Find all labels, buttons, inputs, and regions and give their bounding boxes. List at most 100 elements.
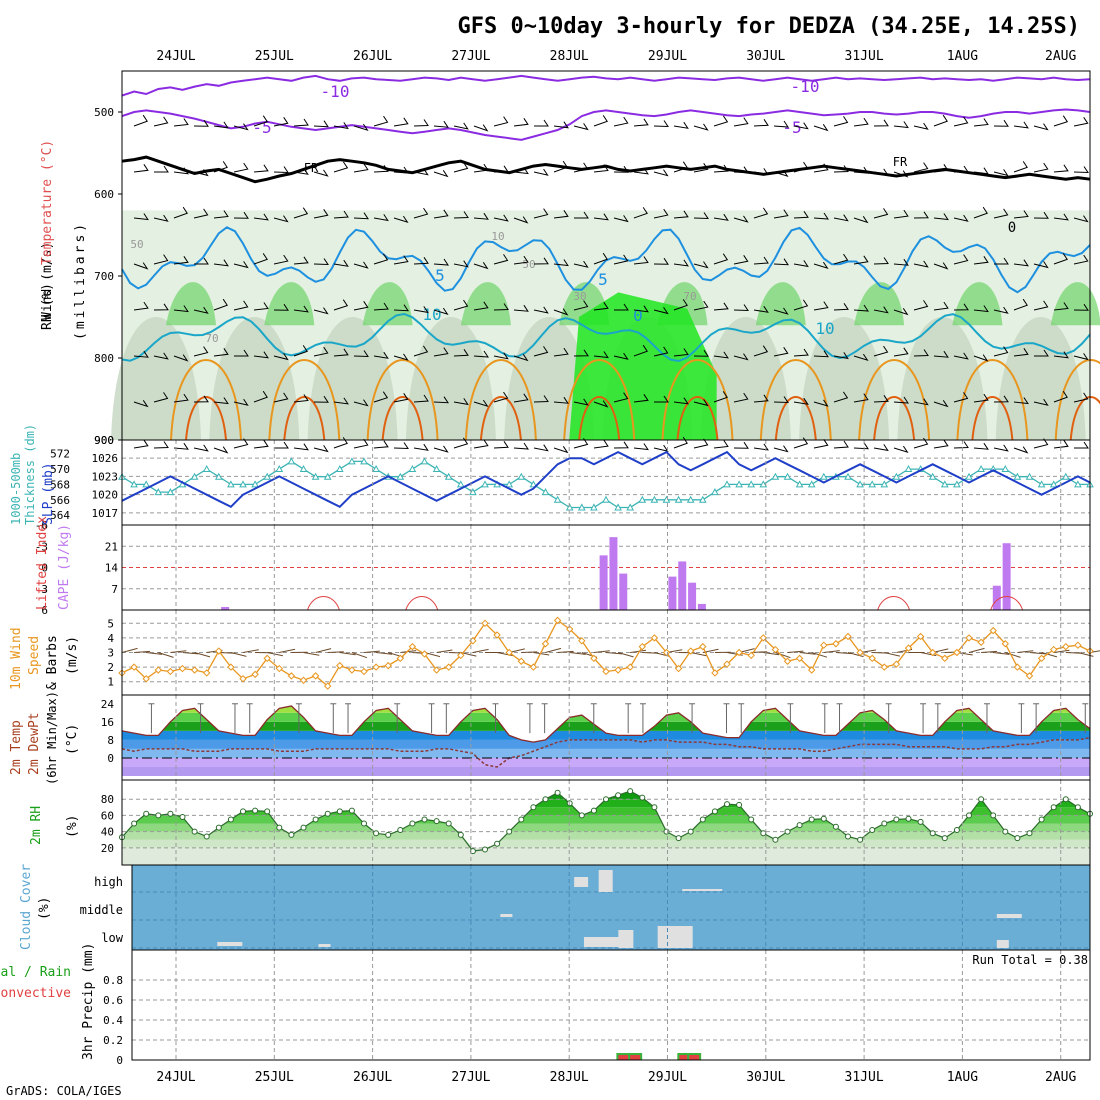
thickness-tick: 568 bbox=[50, 478, 70, 491]
wind-barb bbox=[173, 354, 189, 362]
wind10-speed-point bbox=[1037, 654, 1046, 663]
rh2m-point bbox=[155, 812, 162, 819]
wind-barb bbox=[373, 115, 389, 127]
wind-barb bbox=[293, 345, 308, 357]
rh2m-point bbox=[966, 812, 972, 819]
wind-barb bbox=[533, 346, 549, 357]
wind10-speed-point bbox=[420, 650, 429, 658]
wind-barb bbox=[273, 166, 289, 174]
rh2m-point bbox=[373, 830, 380, 837]
wind-barb bbox=[1073, 303, 1089, 311]
rh2m-point bbox=[1038, 816, 1045, 823]
wind-barb bbox=[313, 395, 329, 403]
wind-barb bbox=[153, 352, 169, 360]
wind-barb bbox=[1073, 392, 1089, 403]
wind-barb bbox=[633, 394, 649, 403]
wind10-speed-point bbox=[202, 669, 211, 677]
cloud-units: (%) bbox=[37, 897, 52, 920]
wind10-speed-point bbox=[1025, 672, 1034, 680]
rh2m-point bbox=[832, 823, 839, 830]
rh2m-point bbox=[639, 794, 646, 801]
wind-barb bbox=[813, 163, 829, 173]
wind-barb bbox=[713, 164, 729, 173]
wind-barb bbox=[653, 307, 669, 315]
wind-barb bbox=[793, 122, 809, 130]
wind-barb bbox=[693, 349, 709, 357]
temp-contour-15 bbox=[366, 359, 439, 441]
temp-contour-20 bbox=[1069, 396, 1100, 441]
upper-bottom-tick: 900 bbox=[94, 434, 114, 447]
wind-barb bbox=[1053, 253, 1068, 265]
contour-label: 10 bbox=[491, 230, 504, 243]
wind10-speed-point bbox=[735, 648, 743, 657]
wind10-speed-point bbox=[227, 663, 235, 671]
run-total: Run Total = 0.38 bbox=[972, 953, 1088, 967]
wind10-speed-point bbox=[336, 661, 344, 670]
wind10-label-b: Speed bbox=[27, 636, 42, 675]
series-line-FR bbox=[121, 155, 1091, 184]
thickness-point bbox=[1061, 472, 1070, 480]
bottom-date-label: 2AUG bbox=[1045, 1070, 1076, 1085]
wind-barb bbox=[553, 121, 569, 129]
series-line--5 bbox=[121, 108, 1091, 141]
thickness-point bbox=[227, 480, 235, 488]
wind-barb bbox=[533, 306, 549, 314]
temp-contour-20 bbox=[283, 396, 326, 441]
wind-barb bbox=[173, 256, 189, 265]
thickness-point bbox=[868, 480, 877, 488]
wind-barb bbox=[473, 350, 489, 358]
wind-barb bbox=[473, 399, 489, 407]
rh2m-point bbox=[1002, 828, 1009, 835]
wind10-speed-point bbox=[602, 667, 610, 676]
wind-barb bbox=[193, 444, 209, 452]
temp-contour-15 bbox=[170, 359, 242, 441]
wind-barb bbox=[153, 441, 169, 449]
wind10-speed-point bbox=[348, 666, 356, 674]
wind-barb bbox=[913, 162, 929, 173]
rh2m-point bbox=[857, 836, 864, 843]
top-date-label: 29JUL bbox=[648, 49, 687, 64]
slp-line bbox=[121, 450, 1091, 509]
thickness-point bbox=[590, 503, 598, 511]
wind-barb bbox=[733, 441, 749, 449]
slp-tick: 1023 bbox=[92, 470, 119, 483]
wind-barb bbox=[413, 306, 429, 314]
rh2m-point bbox=[227, 816, 234, 823]
wind-barb bbox=[393, 117, 409, 127]
thickness-point bbox=[275, 465, 284, 473]
wind-barb bbox=[133, 114, 148, 127]
thickness-point bbox=[698, 495, 707, 503]
thickness-point bbox=[977, 465, 985, 473]
rh-tick: 60 bbox=[101, 809, 114, 822]
wind-barb bbox=[613, 215, 629, 223]
panel-frame bbox=[131, 949, 1091, 1061]
wind-barb bbox=[973, 354, 989, 362]
rh2m-point bbox=[252, 807, 259, 814]
thickness-point bbox=[892, 472, 901, 480]
temp-contour-20 bbox=[774, 396, 817, 441]
wind10-barb bbox=[194, 652, 211, 658]
thickness-point bbox=[372, 465, 380, 473]
wind-barb bbox=[833, 253, 849, 265]
temp-contour-20 bbox=[578, 396, 621, 441]
thickness-point bbox=[263, 472, 272, 480]
wind10-speed-point bbox=[239, 675, 247, 683]
rh-band bbox=[122, 815, 1090, 824]
wind-barb bbox=[513, 167, 529, 175]
thickness-point bbox=[214, 472, 223, 480]
wind-barb bbox=[1013, 348, 1029, 357]
wind10-barb bbox=[472, 648, 489, 653]
wind-barb bbox=[333, 299, 349, 311]
rh2m-point bbox=[796, 822, 803, 829]
thickness-point bbox=[795, 480, 804, 488]
wind10-speed-point bbox=[190, 666, 199, 674]
wind-barb bbox=[213, 298, 228, 311]
wind-barb bbox=[1053, 302, 1069, 311]
wind-barb bbox=[633, 207, 648, 219]
wind10-speed-point bbox=[892, 660, 901, 668]
wind10-speed-point bbox=[965, 634, 973, 642]
wind-barb bbox=[593, 400, 609, 408]
cloud-block bbox=[996, 940, 1009, 948]
wind-barb bbox=[453, 211, 469, 219]
cloud-block bbox=[996, 914, 1022, 918]
